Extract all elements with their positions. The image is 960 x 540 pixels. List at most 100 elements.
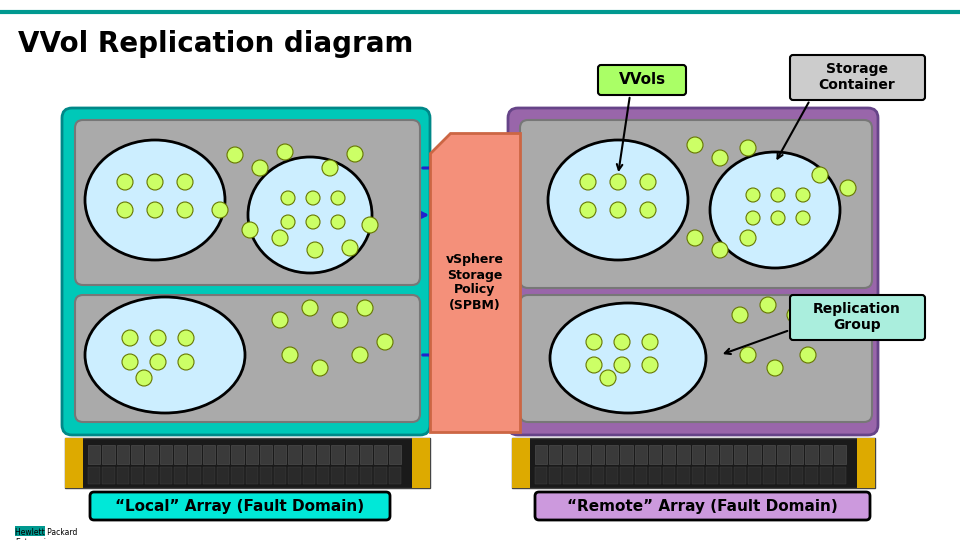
Bar [549,467,562,484]
Bar [857,438,875,488]
Bar [145,445,157,464]
Circle shape [760,297,776,313]
Circle shape [746,211,760,225]
Bar [145,467,157,484]
FancyBboxPatch shape [790,55,925,100]
Circle shape [840,180,856,196]
FancyBboxPatch shape [598,65,686,95]
Circle shape [302,300,318,316]
Bar [512,438,875,488]
Bar [635,445,647,464]
Circle shape [177,202,193,218]
Circle shape [812,297,828,313]
Bar [331,467,344,484]
Circle shape [640,174,656,190]
Bar [677,445,689,464]
FancyBboxPatch shape [520,120,872,288]
Bar [791,467,804,484]
Circle shape [586,357,602,373]
Bar [231,467,244,484]
Bar [174,467,186,484]
Ellipse shape [548,140,688,260]
Bar [188,467,201,484]
FancyBboxPatch shape [535,492,870,520]
FancyBboxPatch shape [62,108,430,435]
Circle shape [272,230,288,246]
Bar [578,467,589,484]
Ellipse shape [85,297,245,413]
Circle shape [352,347,368,363]
Bar [275,445,286,464]
Bar [65,438,83,488]
Circle shape [614,334,630,350]
Bar [302,445,315,464]
Text: “Local” Array (Fault Domain): “Local” Array (Fault Domain) [115,498,365,514]
Circle shape [377,334,393,350]
Bar [620,467,633,484]
Circle shape [122,330,138,346]
Bar [159,445,172,464]
Circle shape [136,370,152,386]
Bar [288,445,300,464]
Circle shape [307,242,323,258]
Circle shape [322,160,338,176]
Circle shape [586,334,602,350]
Bar [512,438,530,488]
Circle shape [212,202,228,218]
Bar [606,445,618,464]
Polygon shape [430,133,520,432]
Bar [346,445,358,464]
Circle shape [610,202,626,218]
Bar [820,445,831,464]
Circle shape [281,215,295,229]
Circle shape [332,312,348,328]
Bar [374,467,387,484]
Bar [820,467,831,484]
Text: Storage
Container: Storage Container [819,62,896,92]
Circle shape [177,174,193,190]
Circle shape [150,330,166,346]
Circle shape [614,357,630,373]
Bar [620,445,633,464]
Bar [578,445,589,464]
Circle shape [342,240,358,256]
Circle shape [771,188,785,202]
Ellipse shape [248,157,372,273]
Bar [65,438,430,488]
Circle shape [306,215,320,229]
Circle shape [272,312,288,328]
Circle shape [642,334,658,350]
Circle shape [740,140,756,156]
Bar [317,467,329,484]
Bar [592,445,604,464]
Circle shape [732,307,748,323]
Circle shape [580,202,596,218]
Circle shape [796,211,810,225]
Circle shape [252,160,268,176]
Bar [389,445,401,464]
Circle shape [687,230,703,246]
Ellipse shape [550,303,706,413]
Bar [535,445,547,464]
Circle shape [610,174,626,190]
Bar [834,467,846,484]
Bar [103,445,114,464]
Bar [360,467,372,484]
Circle shape [306,191,320,205]
Bar [635,467,647,484]
Circle shape [147,174,163,190]
Bar [317,445,329,464]
Bar [15,526,45,536]
Bar [412,438,430,488]
Bar [88,467,100,484]
Bar [805,467,818,484]
Bar [834,445,846,464]
FancyBboxPatch shape [508,108,878,435]
Circle shape [178,354,194,370]
Bar [777,445,789,464]
Circle shape [580,174,596,190]
Circle shape [277,144,293,160]
Bar [734,445,747,464]
Bar [374,445,387,464]
Circle shape [242,222,258,238]
